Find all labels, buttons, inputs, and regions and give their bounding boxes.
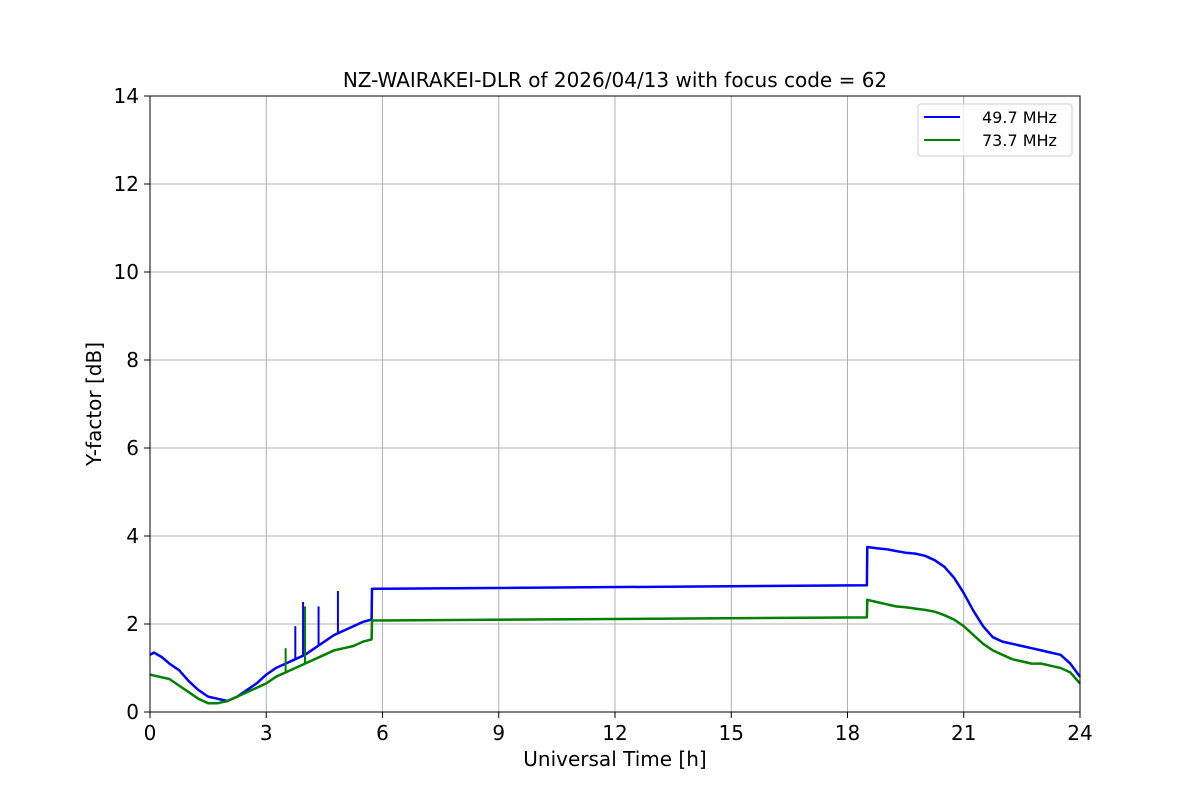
y-tick-label: 0 <box>126 700 139 724</box>
legend: 49.7 MHz 73.7 MHz <box>917 103 1073 157</box>
x-tick-label: 9 <box>492 721 505 745</box>
x-tick-label: 18 <box>835 721 860 745</box>
y-axis: 0 2 4 6 8 10 12 14 <box>114 84 150 724</box>
x-axis-title: Universal Time [h] <box>523 747 706 771</box>
y-tick-label: 2 <box>126 612 139 636</box>
chart-title: NZ-WAIRAKEI-DLR of 2026/04/13 with focus… <box>343 68 887 92</box>
x-tick-label: 12 <box>602 721 627 745</box>
series-line-73-7-mhz <box>149 598 1081 705</box>
x-tick-label: 24 <box>1067 721 1092 745</box>
legend-label-73-7: 73.7 MHz <box>982 131 1057 150</box>
x-tick-label: 3 <box>260 721 273 745</box>
plot-area <box>149 545 1082 705</box>
legend-label-49-7: 49.7 MHz <box>982 108 1057 127</box>
y-tick-label: 10 <box>114 260 139 284</box>
y-tick-label: 4 <box>126 524 139 548</box>
y-tick-label: 6 <box>126 436 139 460</box>
y-axis-title: Y-factor [dB] <box>82 342 106 467</box>
x-tick-label: 0 <box>144 721 157 745</box>
series-line-49-7-mhz <box>149 545 1082 703</box>
x-axis: 0 3 6 9 12 15 18 21 24 <box>144 712 1093 745</box>
x-tick-label: 15 <box>719 721 744 745</box>
y-tick-label: 8 <box>126 348 139 372</box>
x-tick-label: 6 <box>376 721 389 745</box>
x-tick-label: 21 <box>951 721 976 745</box>
y-tick-label: 12 <box>114 172 139 196</box>
y-tick-label: 14 <box>114 84 139 108</box>
